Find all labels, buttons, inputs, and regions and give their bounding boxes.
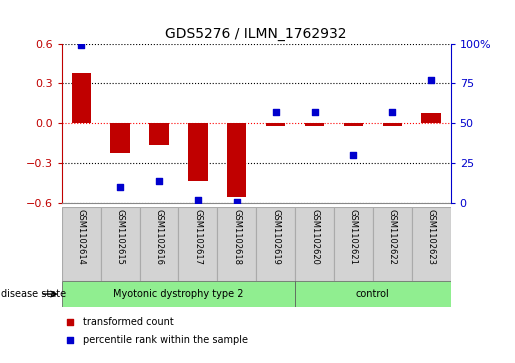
Text: GSM1102619: GSM1102619: [271, 209, 280, 265]
Bar: [178, 207, 217, 281]
Text: GSM1102614: GSM1102614: [77, 209, 85, 265]
Point: [65, 338, 74, 343]
Bar: [72, 73, 91, 123]
Point: [233, 199, 241, 205]
Bar: [383, 123, 402, 126]
Bar: [110, 123, 130, 153]
Bar: [266, 123, 285, 126]
Point: [427, 77, 435, 83]
Point: [155, 178, 163, 184]
Text: GSM1102623: GSM1102623: [427, 209, 436, 265]
Text: GSM1102618: GSM1102618: [232, 209, 241, 265]
Point: [349, 152, 357, 158]
Title: GDS5276 / ILMN_1762932: GDS5276 / ILMN_1762932: [165, 27, 347, 41]
Bar: [62, 207, 101, 281]
Text: Myotonic dystrophy type 2: Myotonic dystrophy type 2: [113, 289, 244, 299]
Bar: [295, 281, 451, 307]
Text: GSM1102620: GSM1102620: [310, 209, 319, 265]
Text: GSM1102615: GSM1102615: [116, 209, 125, 265]
Text: GSM1102617: GSM1102617: [194, 209, 202, 265]
Point: [194, 197, 202, 203]
Bar: [140, 207, 178, 281]
Bar: [62, 281, 295, 307]
Text: GSM1102616: GSM1102616: [154, 209, 163, 265]
Bar: [149, 123, 169, 145]
Bar: [421, 113, 441, 123]
Point: [271, 109, 280, 115]
Bar: [334, 207, 373, 281]
Point: [311, 109, 319, 115]
Bar: [188, 123, 208, 181]
Point: [116, 184, 124, 190]
Bar: [227, 123, 247, 197]
Bar: [305, 123, 324, 126]
Bar: [256, 207, 295, 281]
Text: transformed count: transformed count: [83, 317, 174, 327]
Bar: [373, 207, 411, 281]
Bar: [412, 207, 451, 281]
Text: percentile rank within the sample: percentile rank within the sample: [83, 335, 248, 345]
Text: GSM1102622: GSM1102622: [388, 209, 397, 265]
Text: GSM1102621: GSM1102621: [349, 209, 358, 265]
Bar: [295, 207, 334, 281]
Point: [77, 42, 85, 48]
Text: control: control: [356, 289, 390, 299]
Bar: [100, 207, 140, 281]
Bar: [217, 207, 256, 281]
Bar: [344, 123, 363, 126]
Point: [388, 109, 397, 115]
Text: disease state: disease state: [1, 289, 66, 299]
Point: [65, 319, 74, 325]
